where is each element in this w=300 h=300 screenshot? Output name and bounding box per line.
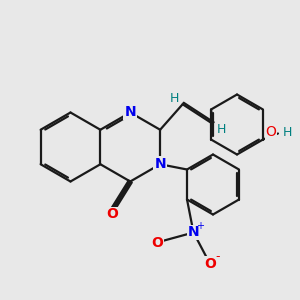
Text: O: O: [266, 125, 277, 139]
Text: N: N: [188, 226, 199, 239]
Text: O: O: [106, 208, 119, 221]
Text: O: O: [204, 257, 216, 271]
Text: -: -: [215, 250, 220, 263]
Text: N: N: [124, 106, 136, 119]
Text: H: H: [216, 123, 226, 136]
Text: O: O: [152, 236, 164, 250]
Text: H: H: [169, 92, 179, 105]
Text: H: H: [283, 125, 292, 139]
Text: +: +: [196, 221, 204, 231]
Text: N: N: [154, 157, 166, 171]
